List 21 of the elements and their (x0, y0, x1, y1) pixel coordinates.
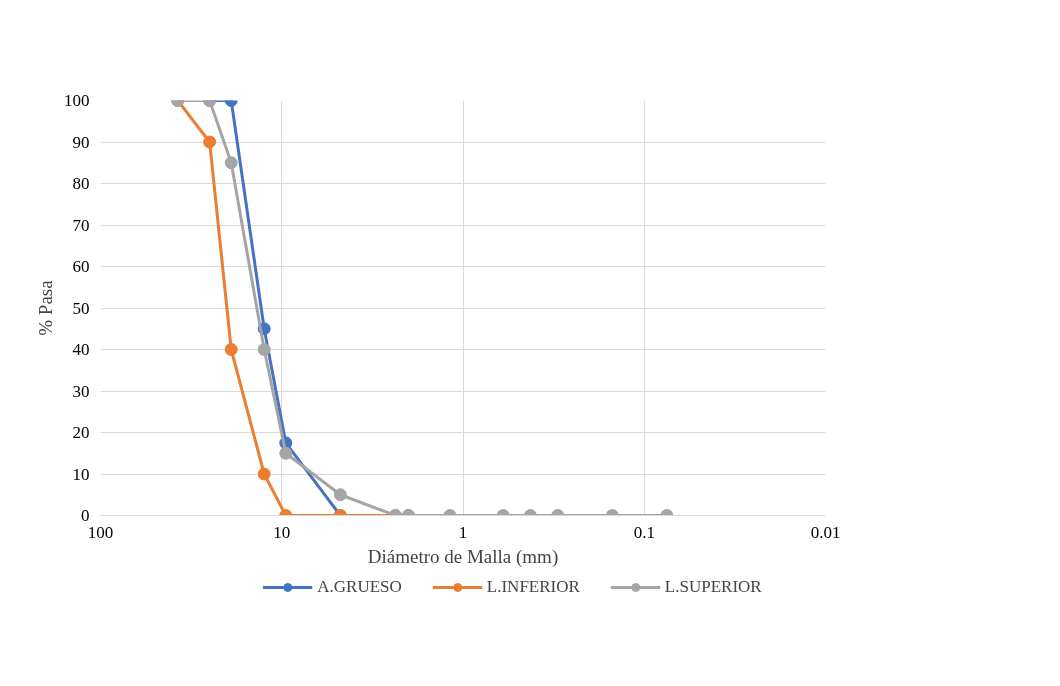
y-tick-label: 0 (81, 506, 90, 525)
y-tick-label: 10 (72, 464, 90, 484)
legend-label: L.SUPERIOR (664, 577, 762, 598)
y-tick-label: 40 (72, 340, 90, 359)
y-tick-label: 90 (72, 132, 90, 152)
x-tick-label: 0.1 (633, 522, 655, 542)
legend-label: A.GRUESO (317, 577, 402, 598)
x-tick-label: 0.01 (810, 522, 841, 542)
x-tick-label: 10 (273, 522, 291, 542)
x-tick-label: 100 (87, 522, 114, 542)
y-tick-label: 60 (72, 257, 90, 276)
y-tick-label: 50 (72, 298, 90, 318)
y-tick-label: 20 (72, 423, 90, 442)
x-tick-label: 1 (458, 522, 468, 542)
y-tick-label: 70 (72, 215, 90, 235)
x-axis-title: Diámetro de Malla (mm) (367, 545, 559, 568)
y-axis-title: % Pasa (35, 279, 56, 336)
y-tick-label: 100 (64, 91, 90, 110)
legend-label: L.INFERIOR (486, 577, 580, 598)
y-tick-label: 80 (72, 174, 90, 193)
y-tick-label: 30 (72, 381, 90, 401)
